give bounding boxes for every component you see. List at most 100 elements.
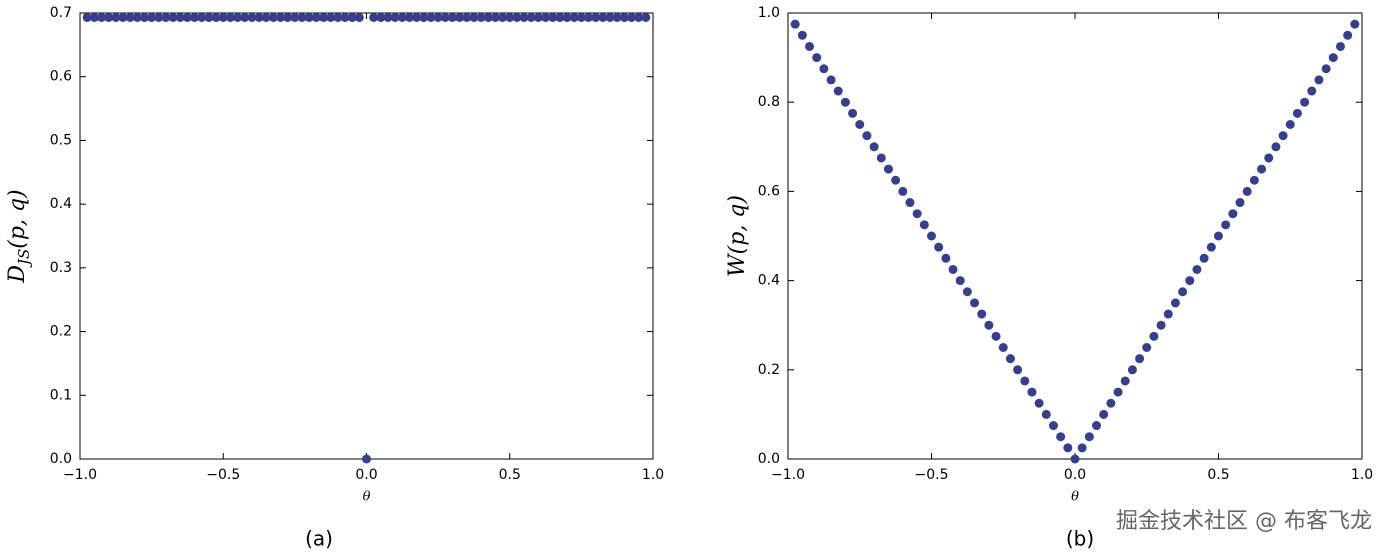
point [311,12,321,22]
y-tick-label: 0.6 [758,183,780,199]
point [970,298,980,308]
point [1206,242,1216,252]
point [139,12,149,22]
point [383,12,393,22]
point [998,343,1008,352]
x-tick-label: −1.0 [771,467,805,483]
x-tick-label: −1.0 [63,467,97,483]
point [1027,387,1037,397]
x-tick-label: 0.0 [1064,467,1086,483]
point [469,12,479,22]
point [790,19,800,29]
x-tick-label: 0.5 [1207,467,1229,483]
y-tick-label: 0.7 [50,5,72,21]
point [347,12,357,22]
point [362,454,371,464]
watermark: 掘金技术社区 @ 布客飞龙 [1116,509,1372,534]
point [833,86,843,96]
point [1170,298,1180,308]
point [1135,354,1145,364]
point [190,12,200,22]
y-axis-label: W(p, q) [725,195,750,277]
point [1249,175,1259,185]
y-tick-label: 0.5 [50,132,72,148]
point [1350,19,1360,29]
point [132,12,142,22]
y-tick-label: 0.0 [50,451,72,467]
point [912,209,922,219]
point [1228,209,1238,219]
point [962,287,972,297]
point [1056,432,1066,442]
y-tick-label: 0.2 [758,362,780,378]
point [1149,331,1159,341]
point [276,12,286,22]
y-axis-label-part: D [5,265,30,284]
point [1178,287,1188,297]
point [1199,253,1209,263]
point [840,97,850,107]
point [812,53,822,63]
point [211,12,221,22]
point [1127,365,1137,375]
point [1070,454,1080,464]
point [476,12,486,22]
point [89,12,99,22]
point [941,253,951,263]
point [883,164,893,174]
point [1099,409,1109,419]
point [125,12,135,22]
point [240,12,250,22]
point [261,12,271,22]
point [598,12,608,22]
point [426,12,436,22]
point [182,12,192,22]
point [826,75,836,85]
y-tick-label: 0.2 [50,324,72,340]
point [498,12,508,22]
point [1084,432,1094,442]
y-tick-label: 0.3 [50,260,72,276]
caption: (a) [305,527,333,551]
point [254,12,264,22]
point [862,131,872,141]
point [412,12,422,22]
point [1242,186,1252,196]
point [519,12,529,22]
y-tick-label: 0.6 [50,69,72,85]
point [326,12,336,22]
x-axis-label: θ [1071,490,1079,505]
y-tick-label: 0.4 [758,273,780,289]
point [168,12,178,22]
point [490,12,500,22]
point [1307,86,1317,96]
point [1013,365,1023,375]
point [1257,164,1267,174]
point [390,12,400,22]
point [819,64,829,74]
point [397,12,407,22]
point [876,153,886,163]
x-tick-label: −0.5 [206,467,240,483]
point [869,142,879,152]
point [934,242,944,252]
point [1343,30,1353,40]
point [855,120,865,129]
point [225,12,235,22]
point [175,12,185,22]
point [247,12,257,22]
point [1156,320,1166,330]
point [1314,75,1324,85]
x-tick-label: 0.5 [499,467,521,483]
point [955,276,965,286]
point [919,220,929,230]
point [283,12,293,22]
point [218,12,228,22]
point [1113,387,1123,397]
point [984,320,994,330]
point [512,12,522,22]
y-axis-label: DJS(p, q) [5,189,33,283]
point [1335,41,1345,51]
x-tick-label: 1.0 [1351,467,1373,483]
point [1214,231,1223,241]
